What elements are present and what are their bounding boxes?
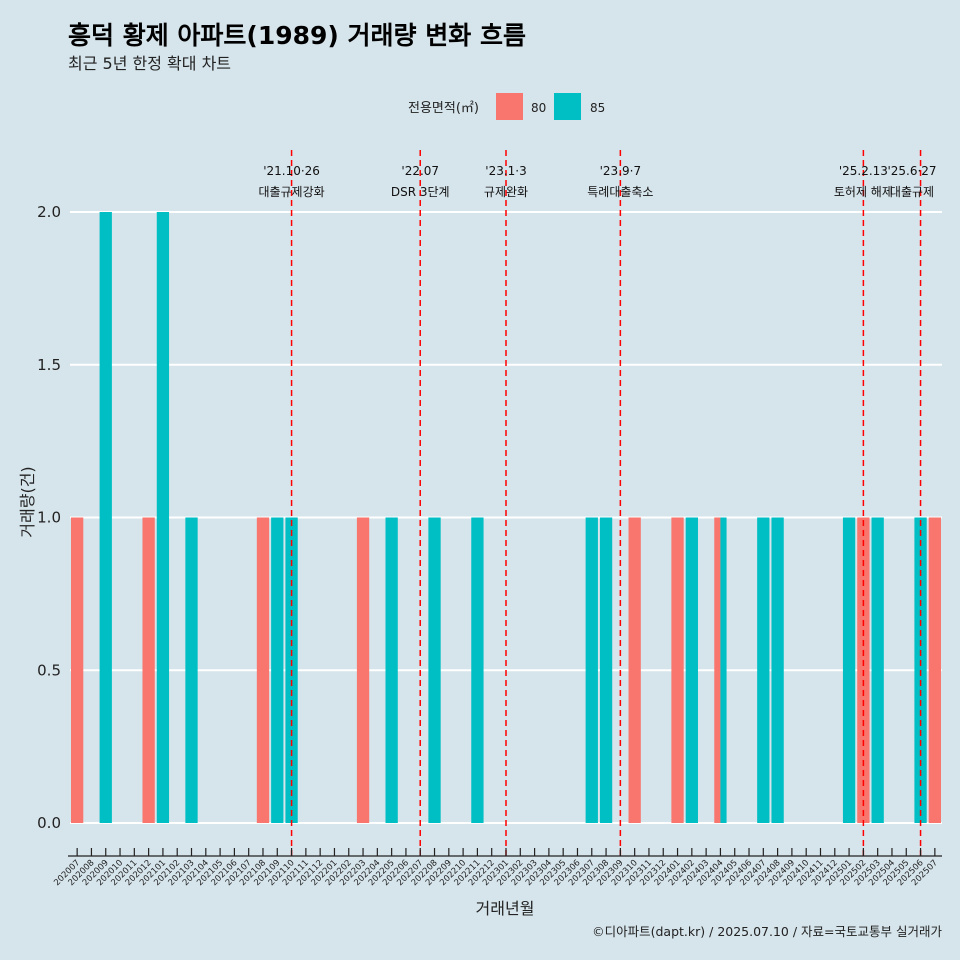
y-tick-label: 1.0	[37, 509, 61, 527]
y-axis-label: 거래량(건)	[18, 466, 37, 537]
bar-80-202012	[142, 517, 155, 823]
legend-label-85: 85	[590, 101, 605, 115]
bar-80-202507	[928, 517, 941, 823]
event-date-4: '25.2.13	[839, 164, 888, 178]
bar-80-202310	[628, 517, 641, 823]
chart-caption: ©디아파트(dapt.kr) / 2025.07.10 / 자료=국토교통부 실…	[592, 924, 942, 939]
y-axis-ticks: 0.0 0.5 1.0 1.5 2.0	[37, 203, 61, 832]
legend: 전용면적(㎡) 80 85	[408, 93, 605, 120]
bar-85-202407	[757, 517, 770, 823]
event-date-1: '22.07	[401, 164, 439, 178]
legend-title: 전용면적(㎡)	[408, 101, 479, 116]
legend-swatch-85	[554, 93, 581, 120]
bar-85-202404	[720, 517, 727, 823]
bar-85-202307	[585, 517, 598, 823]
event-date-0: '21.10·26	[263, 164, 320, 178]
chart-title: 흥덕 황제 아파트(1989) 거래량 변화 흐름	[68, 21, 526, 50]
bar-85-202501	[842, 517, 856, 823]
event-date-5: '25.6·27	[887, 164, 936, 178]
event-date-2: '23.1·3	[485, 164, 526, 178]
event-label-0: 대출규제강화	[258, 185, 324, 199]
y-tick-label: 2.0	[37, 203, 61, 221]
bar-85-202211	[471, 517, 484, 823]
bar-85-202503	[871, 517, 884, 823]
event-lines	[290, 150, 922, 856]
event-label-2: 규제완화	[484, 185, 528, 199]
event-date-3: '23.9·7	[600, 164, 641, 178]
bar-80-202108	[256, 517, 270, 823]
bar-80-202203	[356, 517, 370, 823]
bars	[71, 212, 941, 823]
x-axis: 2020072020082020092020102020112020122021…	[52, 848, 942, 888]
bar-85-202101	[156, 212, 170, 823]
event-label-1: DSR 3단계	[391, 185, 450, 199]
y-tick-label: 1.5	[37, 356, 61, 374]
bar-85-202109	[271, 517, 284, 823]
event-label-3: 특례대출축소	[587, 185, 653, 199]
chart-subtitle: 최근 5년 한정 확대 차트	[68, 54, 231, 73]
bar-85-202205	[385, 517, 398, 823]
legend-label-80: 80	[531, 101, 546, 115]
bar-85-202009	[99, 212, 112, 823]
event-label-5: 대출규제	[890, 185, 934, 199]
bar-85-202408	[771, 517, 784, 823]
event-label-4: 토허제 해제	[834, 185, 893, 199]
bar-85-202103	[185, 517, 198, 823]
bar-85-202308	[599, 517, 613, 823]
x-axis-label: 거래년월	[476, 899, 535, 918]
y-tick-label: 0.5	[37, 661, 61, 679]
event-annotations: '21.10·26 대출규제강화 '22.07 DSR 3단계 '23.1·3 규제완화 '…	[258, 164, 936, 199]
bar-80-202404	[714, 517, 721, 823]
bar-80-202007	[71, 517, 84, 823]
bar-80-202401	[671, 517, 684, 823]
bar-85-202402	[685, 517, 698, 823]
y-tick-label: 0.0	[37, 814, 61, 832]
bar-85-202208	[428, 517, 441, 823]
legend-swatch-80	[496, 93, 523, 120]
